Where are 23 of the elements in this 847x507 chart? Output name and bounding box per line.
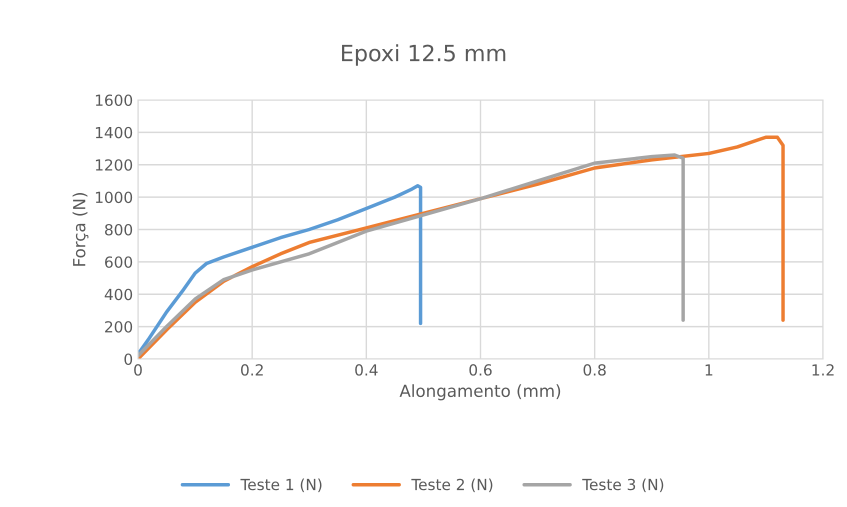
y-axis-title: Força (N): [72, 193, 88, 266]
x-tick-label: 0.6: [469, 364, 492, 376]
y-tick-label: 1000: [96, 192, 132, 204]
y-tick-label: 400: [104, 288, 132, 300]
line-series: [138, 153, 685, 358]
y-tick-label: 0: [124, 353, 132, 366]
x-tick-label: 1.2: [812, 364, 834, 376]
x-tick-label: 1: [706, 364, 712, 376]
y-tick-label: 600: [105, 256, 132, 268]
x-axis-title: Alongamento (mm): [400, 384, 560, 400]
x-tick-label: 0.8: [584, 364, 606, 376]
x-tick-label: 0.2: [241, 364, 263, 376]
legend-label: Teste 3 (N): [582, 478, 664, 492]
legend-label: Teste 2 (N): [411, 478, 492, 492]
y-tick-label: 1600: [96, 94, 132, 106]
chart-title: Epoxi 12.5 mm: [342, 44, 506, 66]
y-tick-label: 1200: [96, 159, 132, 171]
y-tick-label: 1400: [96, 126, 132, 138]
x-tick-label: 0: [134, 364, 142, 376]
y-tick-label: 800: [105, 224, 132, 236]
legend-label: Teste 1 (N): [240, 478, 322, 492]
y-tick-label: 200: [105, 321, 132, 333]
x-tick-label: 0.4: [355, 364, 378, 376]
